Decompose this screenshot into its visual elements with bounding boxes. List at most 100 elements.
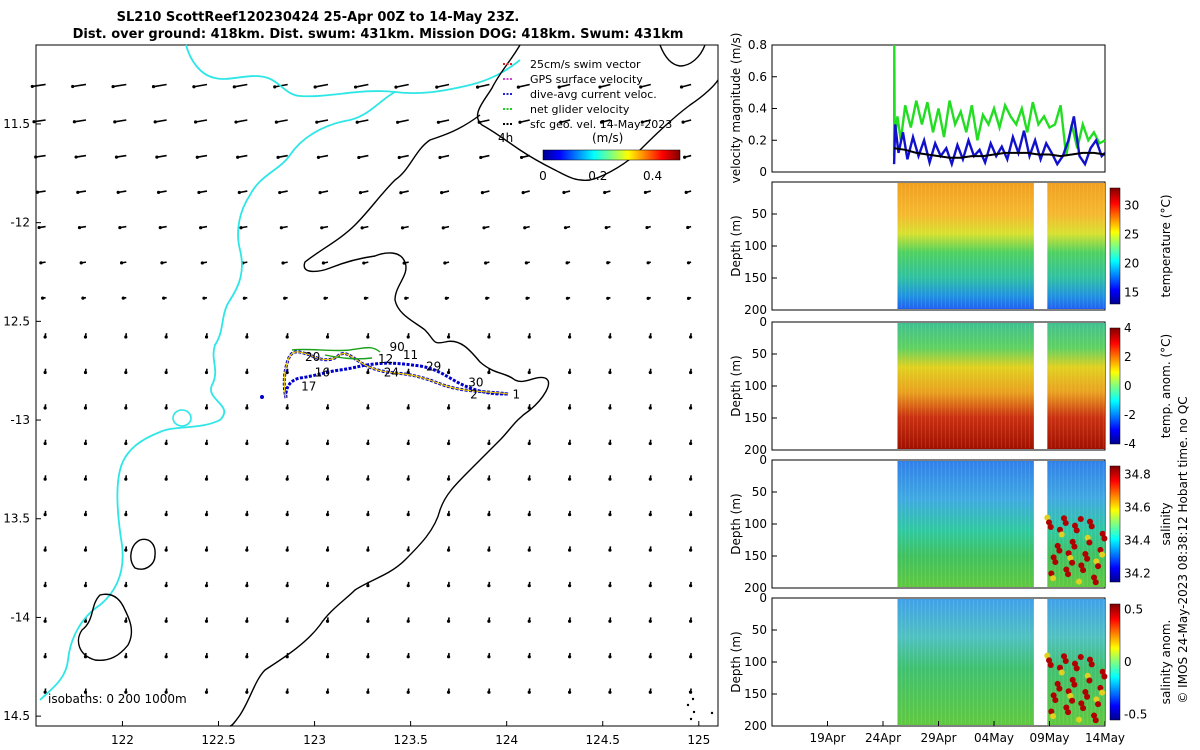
vector-head bbox=[121, 296, 125, 300]
vector-head bbox=[485, 296, 489, 300]
vector-head bbox=[83, 690, 88, 694]
vector-head bbox=[689, 335, 693, 339]
vector-head bbox=[608, 441, 612, 446]
salinity-outlier bbox=[1050, 554, 1057, 561]
vector-head bbox=[124, 513, 128, 517]
vector-head bbox=[164, 370, 168, 375]
vector-head bbox=[689, 584, 693, 588]
title-line2: Dist. over ground: 418km. Dist. swum: 43… bbox=[73, 27, 684, 42]
velocity-vector bbox=[599, 83, 611, 88]
vector-head bbox=[366, 655, 370, 659]
vector-head bbox=[608, 335, 612, 339]
depth-tick-label: 200 bbox=[744, 303, 767, 317]
vector-head bbox=[487, 655, 491, 659]
vector-head bbox=[527, 655, 531, 659]
profile-colorbar bbox=[1109, 187, 1121, 305]
track-day-label: 12 bbox=[378, 352, 393, 366]
salinity-outlier bbox=[1097, 684, 1104, 691]
salinity-outlier bbox=[1092, 579, 1099, 586]
colorbar-label: temp. anom. (°C) bbox=[1159, 334, 1173, 438]
vector-head bbox=[83, 477, 88, 481]
vector-head bbox=[164, 548, 168, 552]
velocity-series-line bbox=[892, 44, 1106, 157]
vector-head bbox=[283, 296, 287, 300]
colorbar-tick-label: 0 bbox=[1124, 379, 1132, 393]
map-legend: 25cm/s swim vector GPS surface velocity di… bbox=[498, 58, 681, 183]
salinity-outlier bbox=[1050, 575, 1057, 582]
salinity-outlier bbox=[1056, 526, 1063, 533]
map-x-tick-label: 124.5 bbox=[586, 733, 620, 747]
vector-head bbox=[30, 84, 34, 89]
velocity-vector bbox=[477, 83, 490, 88]
vector-head bbox=[446, 477, 451, 481]
vector-head bbox=[285, 619, 289, 623]
vector-head bbox=[484, 261, 488, 265]
vector-head bbox=[77, 225, 82, 230]
velocity-vector bbox=[640, 83, 651, 88]
track-day-label: 24 bbox=[384, 366, 399, 380]
colorbar-tick-label: 0.5 bbox=[1124, 602, 1143, 616]
time-tick-label: 04May bbox=[974, 731, 1014, 745]
vector-head bbox=[245, 584, 249, 588]
map-x-tick-label: 125 bbox=[687, 733, 710, 747]
vector-head bbox=[164, 441, 168, 446]
colorbar-tick-label: 34.8 bbox=[1124, 467, 1151, 481]
vector-head bbox=[446, 335, 451, 339]
vector-head bbox=[648, 406, 652, 410]
profile-field bbox=[1047, 183, 1105, 309]
salinity-outlier bbox=[1095, 563, 1102, 570]
vector-head bbox=[480, 191, 485, 195]
vector-head bbox=[273, 85, 277, 89]
salinity-outlier bbox=[1062, 657, 1069, 664]
velocity-vector bbox=[35, 154, 46, 158]
vector-head bbox=[568, 584, 572, 588]
vector-head bbox=[118, 226, 122, 230]
velocity-ylabel: velocity magnitude (m/s) bbox=[729, 33, 743, 184]
depth-axis-label: Depth (m) bbox=[729, 631, 743, 692]
vector-head bbox=[568, 477, 572, 481]
vector-head bbox=[43, 406, 47, 410]
vector-head bbox=[124, 370, 128, 375]
depth-tick-label: 0 bbox=[759, 591, 767, 605]
vector-head bbox=[285, 335, 289, 339]
map-y-tick-label: 14.5 bbox=[3, 709, 30, 723]
depth-axis-label: Depth (m) bbox=[729, 215, 743, 276]
temperature-panel: 50 100 150 200 Depth (m) 15 20 25 30 temperature … bbox=[729, 181, 1173, 317]
vector-head bbox=[568, 335, 572, 339]
vector-head bbox=[689, 406, 693, 410]
vector-head bbox=[124, 619, 128, 623]
vector-head bbox=[443, 261, 447, 265]
colorbar-label: salinity anom. bbox=[1159, 620, 1173, 705]
velocity-vector bbox=[318, 154, 329, 159]
map-colorbar-tick-label: 0 bbox=[539, 169, 547, 183]
vector-head bbox=[679, 85, 684, 89]
velocity-vector bbox=[558, 83, 571, 88]
map-colorbar-tick-label: 0.4 bbox=[643, 169, 662, 183]
vector-head bbox=[406, 690, 410, 694]
scale-label: 4h bbox=[498, 131, 513, 145]
velocity-vector bbox=[116, 154, 127, 158]
vector-head bbox=[204, 690, 209, 694]
vector-head bbox=[325, 619, 330, 623]
map-x-tick-label: 124 bbox=[495, 733, 518, 747]
vector-head bbox=[366, 370, 370, 375]
vector-head bbox=[527, 441, 531, 446]
vector-head bbox=[32, 120, 36, 124]
vector-head bbox=[406, 655, 410, 659]
vector-head bbox=[487, 548, 491, 552]
vector-head bbox=[234, 120, 238, 124]
vector-head bbox=[446, 690, 451, 694]
vector-head bbox=[285, 441, 289, 446]
map-y-tick-label: 11.5 bbox=[3, 117, 30, 131]
vector-head bbox=[518, 120, 522, 124]
vector-head bbox=[557, 85, 561, 89]
map-x-tick-label: 122 bbox=[111, 733, 134, 747]
vector-head bbox=[523, 226, 527, 230]
velocity-vector bbox=[114, 119, 127, 123]
vector-head bbox=[278, 190, 282, 195]
vector-head bbox=[113, 120, 117, 124]
vector-head bbox=[285, 548, 289, 552]
depth-tick-label: 100 bbox=[744, 379, 767, 393]
vector-head bbox=[164, 655, 168, 659]
vector-head bbox=[245, 690, 249, 694]
